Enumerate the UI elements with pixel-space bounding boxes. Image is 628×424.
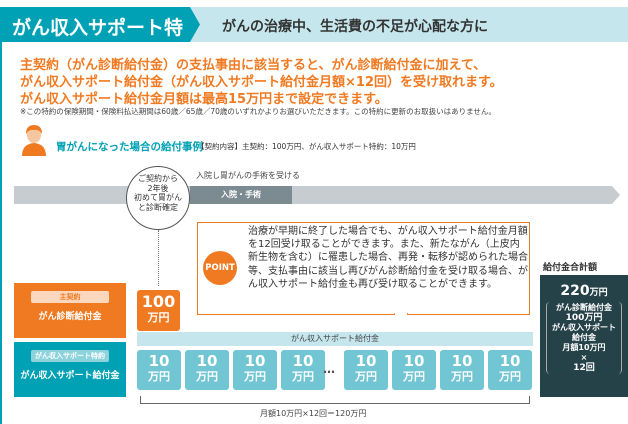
tile-number: 10 <box>451 352 473 370</box>
tile-number: 10 <box>499 352 521 370</box>
circle-line: 初めて胃がん <box>134 193 182 202</box>
monthly-benefit-tile: 10 万円 <box>488 350 532 390</box>
ellipsis: … <box>323 362 335 376</box>
left-border <box>0 42 2 424</box>
main-benefit-amount: 100 万円 <box>137 290 180 331</box>
monthly-benefit-tile: 10 万円 <box>137 350 181 390</box>
person-icon <box>22 125 46 156</box>
circle-line: と診断確定 <box>138 202 178 212</box>
lead-line-3: がん収入サポート給付金月額は最高15万円まで設定できます。 <box>20 92 388 107</box>
tile-unit: 万円 <box>451 370 473 383</box>
total-line: 給付金 <box>572 333 596 342</box>
tile-unit: 万円 <box>292 370 314 383</box>
total-amount: 220 <box>560 283 590 299</box>
main-contract-tag: 主契約 <box>31 291 109 303</box>
header-title: がん収入サポート特約 <box>0 7 200 42</box>
timeline-segment: 入院・手術 <box>190 186 292 204</box>
tile-unit: 万円 <box>244 370 266 383</box>
total-line: 月額10万円 <box>562 343 606 352</box>
callout-tail <box>394 313 408 331</box>
tile-unit: 万円 <box>355 370 377 383</box>
main-contract-box: 主契約 がん診断給付金 <box>14 283 126 338</box>
total-unit: 万円 <box>589 288 608 298</box>
bracket <box>140 396 530 404</box>
header-subtitle: がんの治療中、生活費の不足が心配な方に <box>222 19 488 35</box>
tile-number: 10 <box>292 352 314 370</box>
timeline-arrow <box>14 186 620 204</box>
tile-number: 10 <box>355 352 377 370</box>
total-box: 220万円 がん診断給付金 100万円 がん収入サポート 給付金 月額10万円 … <box>540 275 628 397</box>
total-line: がん診断給付金 <box>556 303 612 312</box>
diagnosis-circle: ご契約から 2年後 初めて胃がん と診断確定 <box>126 166 190 230</box>
tile-number: 10 <box>148 352 170 370</box>
rider-bar-label: がん収入サポート給付金 <box>137 332 533 346</box>
rider-box: がん収入サポート特約 がん収入サポート給付金 <box>14 342 126 397</box>
tile-unit: 万円 <box>148 370 170 383</box>
amount-unit: 万円 <box>147 311 170 324</box>
dotted-line <box>158 230 159 286</box>
total-title: 給付金合計額 <box>543 263 598 273</box>
rider-name: がん収入サポート給付金 <box>20 371 120 381</box>
rider-tag: がん収入サポート特約 <box>31 350 109 362</box>
case-detail: 【契約内容】主契約：100万円、がん収入サポート特約：10万円 <box>197 142 416 151</box>
total-line: 100万円 <box>565 313 603 323</box>
tile-unit: 万円 <box>196 370 218 383</box>
timeline-label: 入院し胃がんの手術を受ける <box>196 171 300 180</box>
monthly-benefit-tile: 10 万円 <box>281 350 325 390</box>
monthly-benefit-tile: 10 万円 <box>344 350 388 390</box>
total-line: × <box>580 353 588 362</box>
tile-unit: 万円 <box>403 370 425 383</box>
point-text: 治療が早期に終了した場合でも、がん収入サポート給付金月額を12回受け取ることがで… <box>248 226 528 290</box>
circle-line: 2年後 <box>147 183 169 193</box>
tile-number: 10 <box>403 352 425 370</box>
note: ※この特約の保険期間・保険料払込期間は60歳／65歳／70歳のいずれかよりお選び… <box>20 107 496 116</box>
circle-line: ご契約から <box>138 174 178 183</box>
lead-line-2: がん収入サポート給付金（がん収入サポート給付金月額×12回）を受け取れます。 <box>20 75 503 90</box>
point-callout <box>197 222 530 315</box>
tile-unit: 万円 <box>499 370 521 383</box>
monthly-benefit-tile: 10 万円 <box>392 350 436 390</box>
rider-sum: 月額10万円×12回＝120万円 <box>260 409 367 418</box>
lead-line-1: 主契約（がん診断給付金）の支払事由に該当すると、がん診断給付金に加えて、 <box>20 58 487 73</box>
total-line: がん収入サポート <box>552 323 616 332</box>
total-line: 12回 <box>573 363 595 373</box>
monthly-benefit-tile: 10 万円 <box>185 350 229 390</box>
amount-number: 100 <box>141 292 176 311</box>
monthly-benefit-tile: 10 万円 <box>233 350 277 390</box>
point-badge: POINT <box>203 251 237 285</box>
main-contract-name: がん診断給付金 <box>38 312 102 322</box>
tile-number: 10 <box>196 352 218 370</box>
tile-number: 10 <box>244 352 266 370</box>
monthly-benefit-tile: 10 万円 <box>440 350 484 390</box>
case-title: 胃がんになった場合の給付事例 <box>56 141 203 153</box>
